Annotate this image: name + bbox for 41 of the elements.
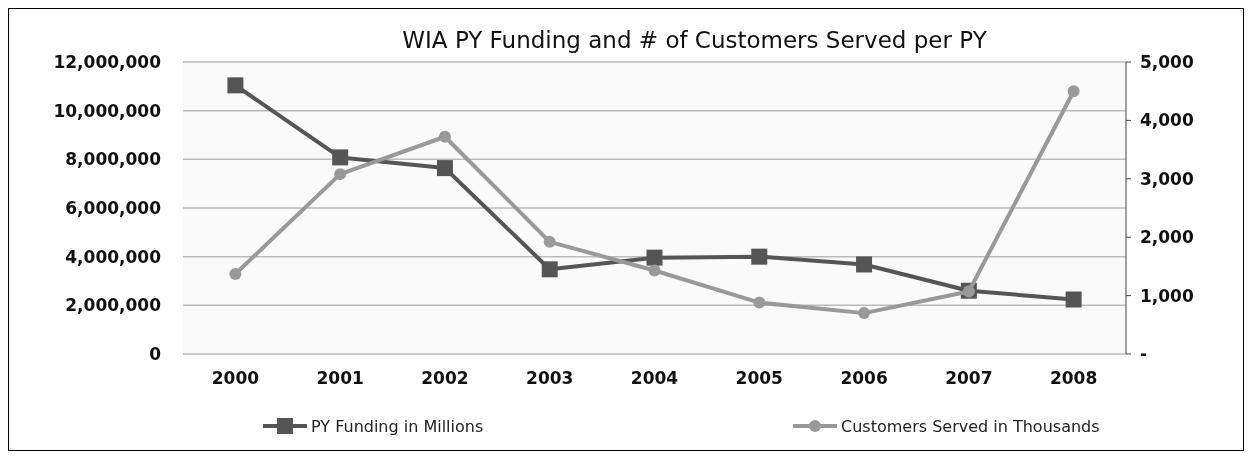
- point: [541, 261, 558, 278]
- point: [646, 249, 663, 266]
- point: [1067, 85, 1080, 98]
- x-tick-label: 2007: [945, 368, 993, 388]
- chart-title: WIA PY Funding and # of Customers Served per PY: [402, 27, 988, 53]
- point: [334, 168, 347, 181]
- point: [438, 130, 451, 143]
- x-tick-label: 2006: [840, 368, 888, 388]
- point: [648, 264, 661, 277]
- point: [332, 149, 349, 166]
- x-tick-label: 2008: [1049, 368, 1098, 388]
- x-tick-label: 2000: [211, 368, 260, 388]
- y-tick-label: 10,000,000: [53, 100, 162, 121]
- x-tick-label: 2003: [526, 368, 574, 388]
- point: [543, 235, 556, 248]
- y-tick-label: 8,000,000: [65, 149, 162, 170]
- y-tick-label: 0: [149, 343, 162, 364]
- x-tick-label: 2001: [316, 368, 364, 388]
- x-tick-label: 2004: [630, 368, 679, 388]
- y2-tick-label: 3,000: [1140, 168, 1194, 189]
- point: [227, 77, 244, 94]
- point: [1065, 291, 1082, 308]
- legend-label: PY Funding in Millions: [311, 416, 484, 436]
- point: [436, 160, 453, 177]
- point: [858, 307, 871, 320]
- point: [751, 248, 768, 265]
- point: [856, 256, 873, 273]
- y2-tick-label: 4,000: [1140, 110, 1194, 131]
- legend-label: Customers Served in Thousands: [841, 416, 1100, 436]
- x-tick-label: 2005: [735, 368, 783, 388]
- y-tick-label: 12,000,000: [53, 51, 162, 72]
- y-tick-label: 6,000,000: [65, 197, 162, 218]
- point: [753, 296, 766, 309]
- point: [229, 267, 242, 280]
- y-tick-label: 2,000,000: [65, 295, 162, 316]
- y2-tick-label: -: [1140, 343, 1148, 364]
- x-tick-label: 2002: [421, 368, 469, 388]
- y2-tick-label: 5,000: [1140, 51, 1194, 72]
- y-tick-label: 4,000,000: [65, 246, 162, 267]
- y2-tick-label: 1,000: [1140, 285, 1194, 306]
- y2-tick-label: 2,000: [1140, 227, 1194, 248]
